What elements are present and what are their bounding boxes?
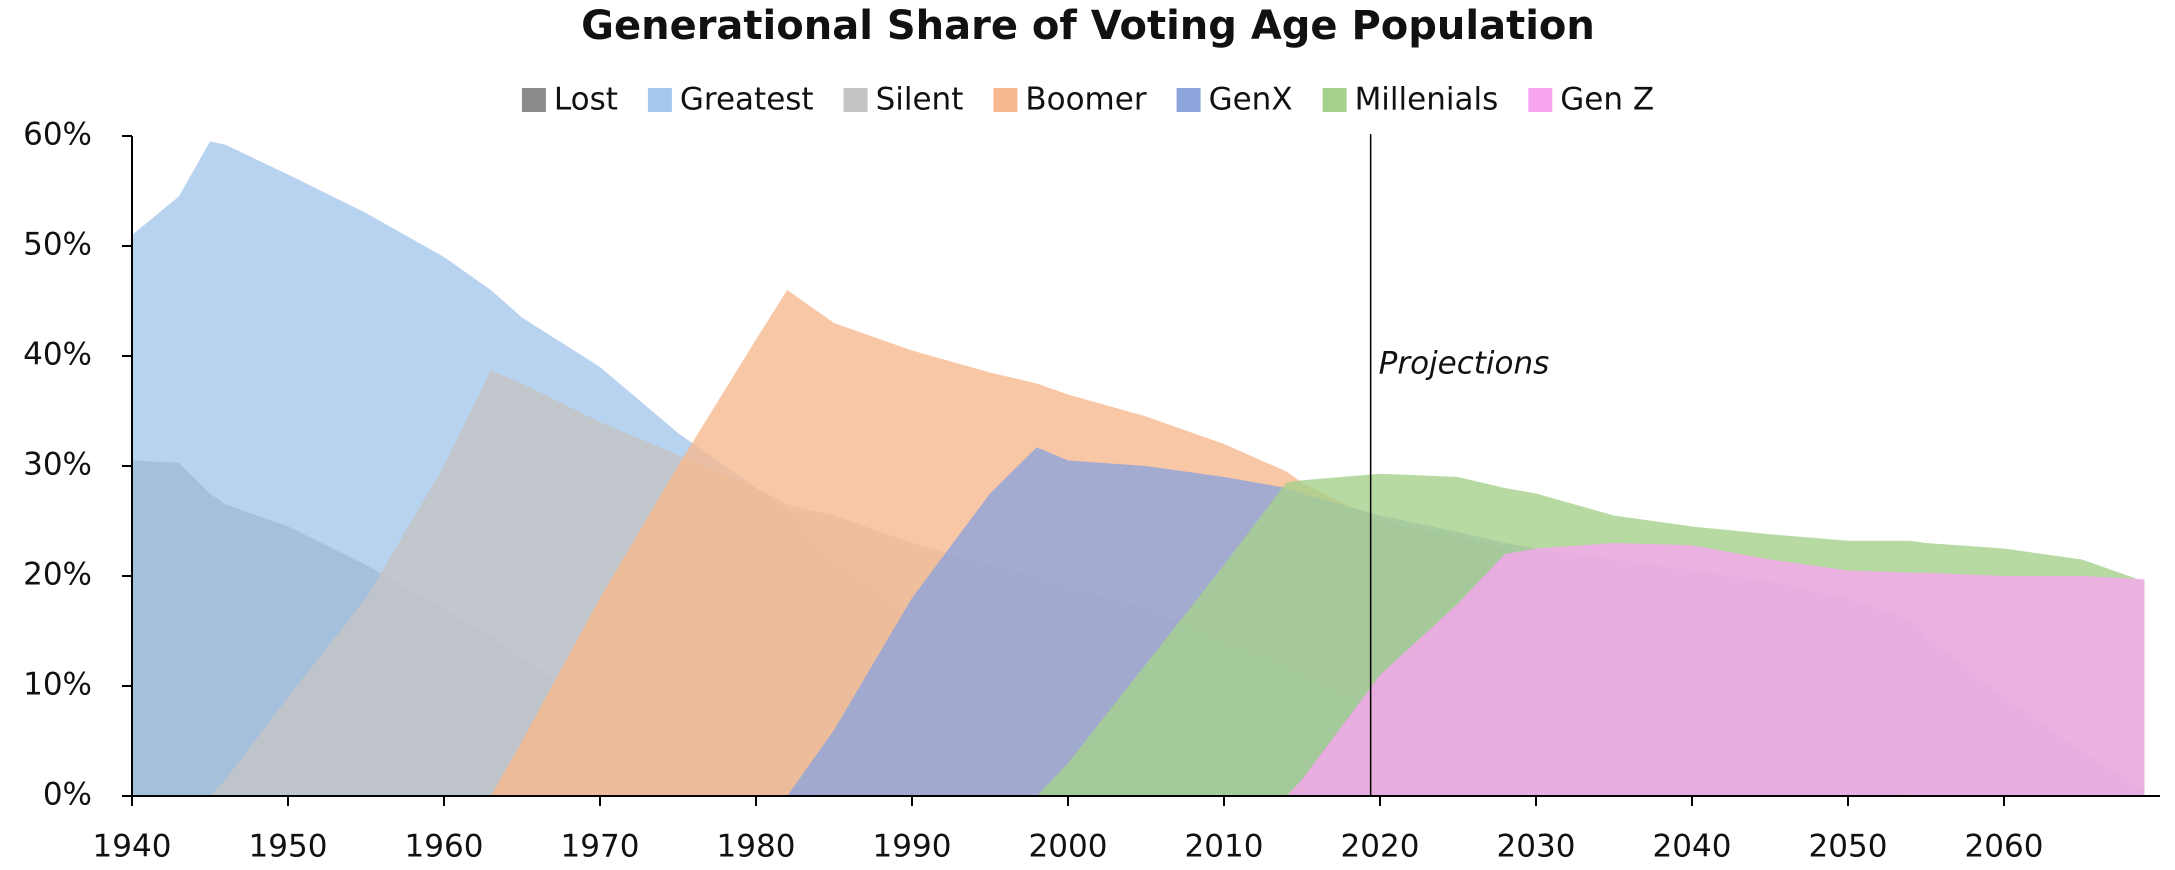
x-tick-label: 1960 bbox=[405, 829, 484, 865]
annotation-label: Projections bbox=[1379, 346, 1550, 382]
y-tick-label: 20% bbox=[23, 557, 92, 593]
x-tick-label: 1950 bbox=[249, 829, 328, 865]
legend-label: Boomer bbox=[1025, 82, 1146, 118]
x-tick-label: 2040 bbox=[1653, 829, 1732, 865]
legend-label: Greatest bbox=[680, 82, 814, 118]
legend-swatch bbox=[1528, 88, 1553, 112]
y-tick-label: 40% bbox=[23, 337, 92, 373]
y-tick-label: 0% bbox=[43, 777, 92, 813]
y-tick-label: 30% bbox=[23, 447, 92, 483]
x-tick-label: 2060 bbox=[1965, 829, 2044, 865]
chart-title: Generational Share of Voting Age Populat… bbox=[581, 3, 1595, 49]
legend-swatch bbox=[1176, 88, 1201, 112]
y-tick-label: 10% bbox=[23, 667, 92, 703]
legend: Lost Greatest Silent Boomer GenX Millenials Ge… bbox=[521, 82, 1654, 118]
plot-areas bbox=[132, 141, 2145, 796]
x-tick-label: 2020 bbox=[1341, 829, 1420, 865]
x-tick-label: 1980 bbox=[717, 829, 796, 865]
x-tick-label: 1990 bbox=[873, 829, 952, 865]
legend-swatch bbox=[1322, 88, 1347, 112]
legend-label: GenX bbox=[1209, 82, 1293, 118]
legend-swatch bbox=[843, 88, 868, 112]
legend-label: Silent bbox=[876, 82, 964, 118]
x-tick-label: 2000 bbox=[1029, 829, 1108, 865]
legend-label: Millenials bbox=[1355, 82, 1499, 118]
legend-swatch bbox=[521, 88, 546, 112]
y-tick-label: 50% bbox=[23, 227, 92, 263]
axes: 0% 10% 20% 30% 40% 50% 60% 1940 1950 1960 1970 1980… bbox=[23, 117, 2160, 865]
x-tick-label: 2050 bbox=[1809, 829, 1888, 865]
x-tick-label: 2010 bbox=[1185, 829, 1264, 865]
x-tick-label: 1970 bbox=[561, 829, 640, 865]
legend-label: Lost bbox=[554, 82, 618, 118]
x-tick-label: 1940 bbox=[93, 829, 172, 865]
y-tick-label: 60% bbox=[23, 117, 92, 153]
x-tick-label: 2030 bbox=[1497, 829, 1576, 865]
area bbox=[1286, 543, 2145, 796]
legend-swatch bbox=[993, 88, 1018, 112]
legend-label: Gen Z bbox=[1560, 82, 1654, 118]
legend-swatch bbox=[647, 88, 672, 112]
